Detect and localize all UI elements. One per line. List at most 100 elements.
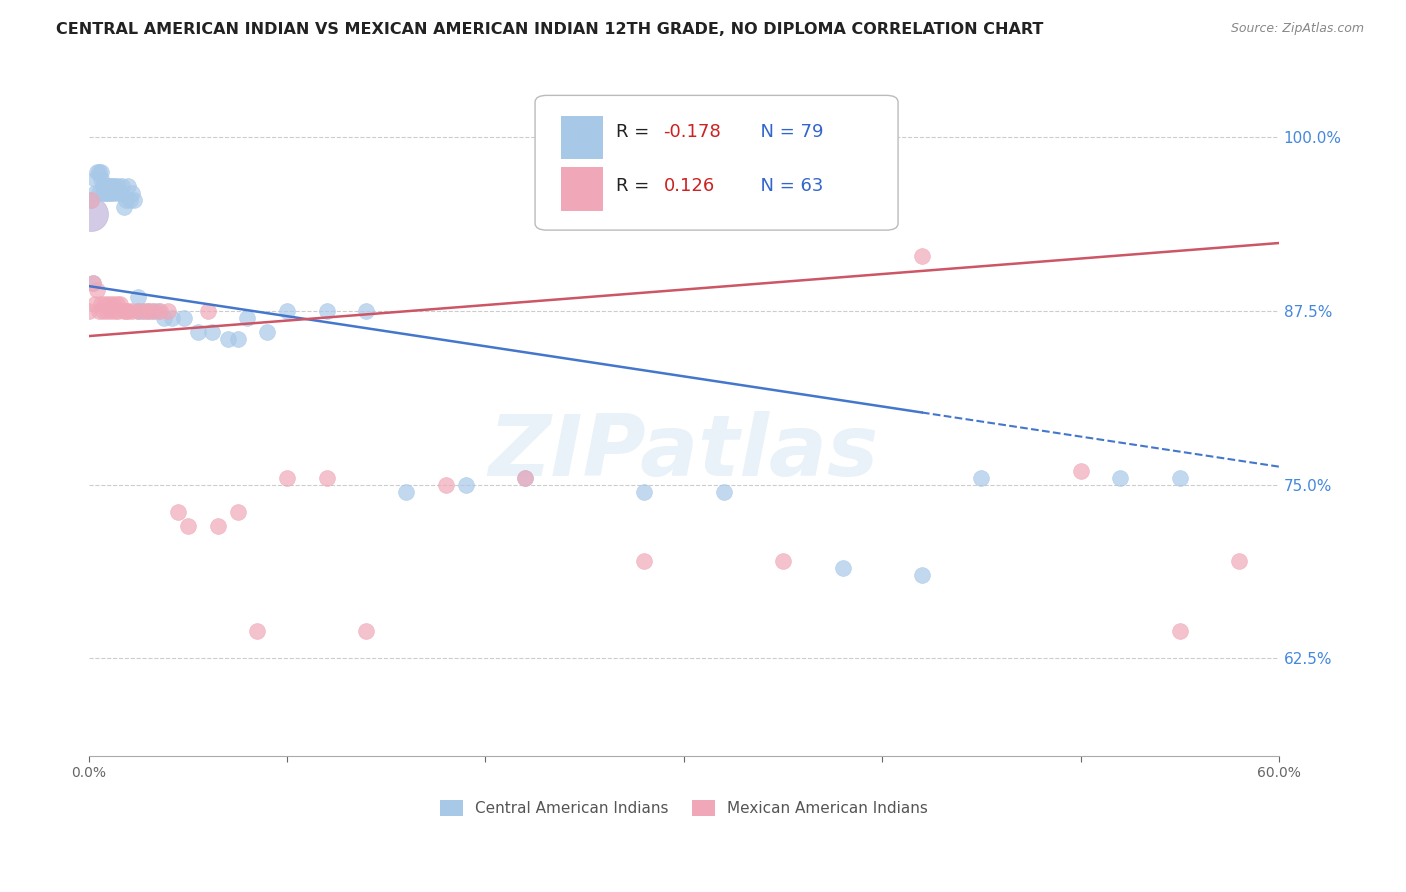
Text: 0.126: 0.126 [664, 178, 714, 195]
Text: Source: ZipAtlas.com: Source: ZipAtlas.com [1230, 22, 1364, 36]
Point [356, 624, 378, 638]
Point [187, 325, 209, 339]
Point [86, 283, 108, 297]
Point [197, 304, 219, 318]
Text: -0.178: -0.178 [664, 123, 721, 142]
Point [96, 186, 118, 200]
Legend: Central American Indians, Mexican American Indians: Central American Indians, Mexican Americ… [434, 794, 934, 822]
Point [97, 179, 120, 194]
Point [772, 554, 794, 568]
Point [911, 568, 934, 582]
Point [110, 186, 132, 200]
Point [515, 471, 537, 485]
Point [90, 165, 112, 179]
Point [101, 186, 124, 200]
Point [105, 297, 128, 311]
Point [87, 304, 110, 318]
Point [93, 186, 115, 200]
Point [96, 179, 118, 194]
Point [103, 179, 125, 194]
Point [454, 477, 477, 491]
Point [970, 471, 993, 485]
Point [115, 304, 138, 318]
Point [107, 304, 129, 318]
Point [91, 179, 114, 194]
Point [83, 172, 105, 186]
Point [107, 179, 129, 194]
Point [101, 179, 124, 194]
Point [97, 186, 120, 200]
Point [136, 304, 159, 318]
Point [141, 304, 163, 318]
Point [177, 519, 200, 533]
Point [276, 304, 298, 318]
Text: R =: R = [616, 123, 655, 142]
Point [356, 304, 378, 318]
Point [236, 311, 259, 326]
Point [120, 193, 142, 207]
Point [100, 179, 122, 194]
Point [100, 304, 122, 318]
Point [143, 304, 166, 318]
Point [121, 304, 143, 318]
Point [157, 304, 180, 318]
Point [117, 304, 139, 318]
FancyBboxPatch shape [561, 116, 603, 160]
Point [276, 471, 298, 485]
Point [633, 484, 655, 499]
Point [434, 477, 457, 491]
Point [114, 200, 136, 214]
Point [226, 332, 249, 346]
Point [167, 506, 190, 520]
Text: N = 63: N = 63 [749, 178, 824, 195]
Point [127, 304, 149, 318]
Point [201, 325, 224, 339]
Point [121, 186, 143, 200]
Point [315, 471, 337, 485]
Point [1070, 464, 1092, 478]
Point [115, 193, 138, 207]
Point [127, 304, 149, 318]
Point [101, 297, 124, 311]
Point [207, 519, 229, 533]
FancyBboxPatch shape [561, 168, 603, 211]
Point [103, 304, 125, 318]
Point [136, 304, 159, 318]
Point [226, 506, 249, 520]
Point [173, 311, 195, 326]
Point [1168, 471, 1191, 485]
Point [97, 297, 120, 311]
Point [82, 277, 104, 291]
Point [131, 304, 153, 318]
Point [633, 554, 655, 568]
Point [1109, 471, 1132, 485]
Point [83, 297, 105, 311]
Point [80, 207, 103, 221]
Point [93, 297, 115, 311]
Point [80, 193, 103, 207]
Point [87, 186, 110, 200]
Point [124, 193, 146, 207]
Text: N = 79: N = 79 [749, 123, 824, 142]
Point [87, 165, 110, 179]
Point [831, 561, 853, 575]
Point [149, 304, 172, 318]
Text: ZIPatlas: ZIPatlas [489, 411, 879, 494]
Point [146, 304, 169, 318]
Point [911, 248, 934, 262]
Point [114, 304, 136, 318]
Point [93, 179, 115, 194]
Point [395, 484, 418, 499]
Point [82, 277, 104, 291]
Text: R =: R = [616, 178, 661, 195]
Point [127, 290, 149, 304]
Point [110, 297, 132, 311]
Point [160, 311, 183, 326]
Point [83, 186, 105, 200]
Point [1227, 554, 1250, 568]
Point [117, 179, 139, 194]
Text: CENTRAL AMERICAN INDIAN VS MEXICAN AMERICAN INDIAN 12TH GRADE, NO DIPLOMA CORREL: CENTRAL AMERICAN INDIAN VS MEXICAN AMERI… [56, 22, 1043, 37]
Point [111, 179, 134, 194]
Point [153, 311, 176, 326]
Point [713, 484, 735, 499]
